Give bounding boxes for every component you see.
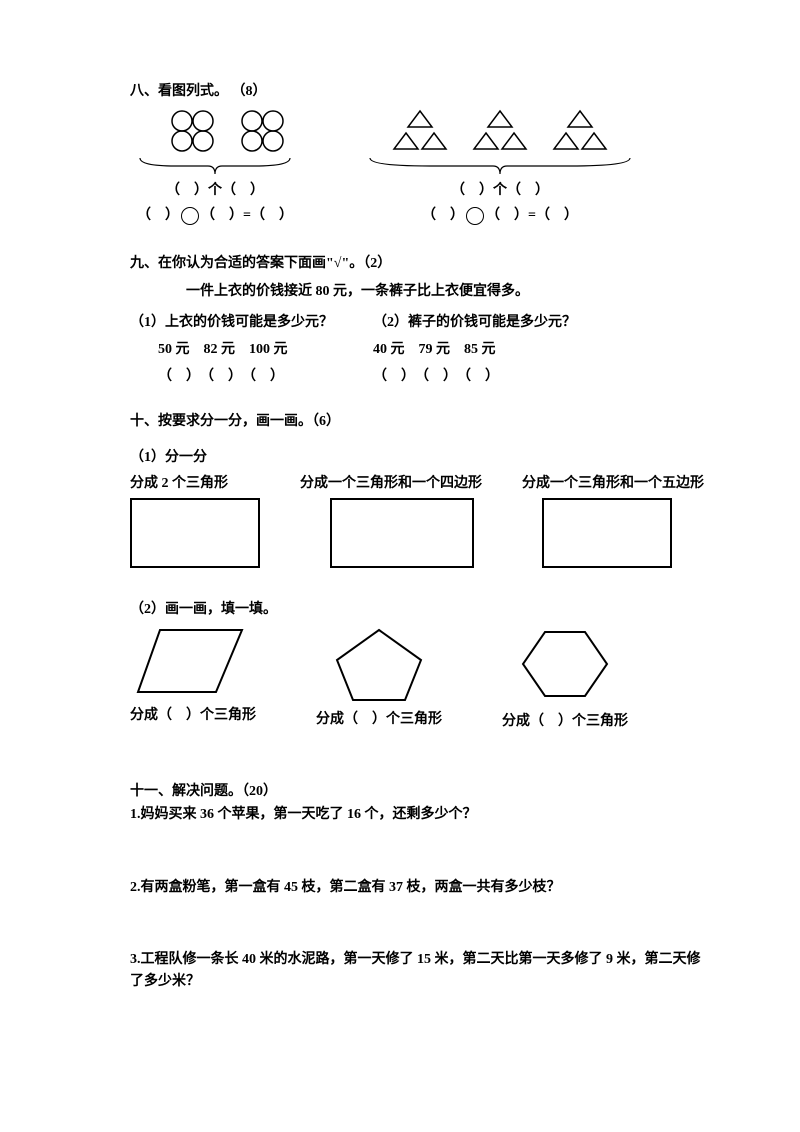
q8-right-blanks: （ ）个（ ） （ ） （ ）=（ ） [422, 178, 578, 228]
q10-shape1: 分成（ ）个三角形 [130, 624, 256, 724]
q9-right-q: （2）裤子的价钱可能是多少元？ [373, 310, 576, 337]
q10-col3: 分成一个三角形和一个五边形 [522, 472, 704, 568]
q8-left-line2b: （ ）=（ ） [201, 208, 293, 223]
parallelogram-icon [130, 624, 250, 700]
q9-left: （1）上衣的价钱可能是多少元？ 50 元 82 元 100 元 （ ） （ ） … [130, 310, 333, 390]
section-11: 十一、解决问题。（20） 1.妈妈买来 36 个苹果，第一天吃了 16 个，还剩… [130, 780, 710, 994]
section-10: 十、按要求分一分，画一画。（6） （1）分一分 分成 2 个三角形 分成一个三角… [130, 410, 710, 730]
rect-1 [130, 498, 260, 568]
q10-col2: 分成一个三角形和一个四边形 [300, 472, 482, 568]
q9-statement: 一件上衣的价钱接近 80 元，一条裤子比上衣便宜得多。 [186, 280, 710, 300]
triangle-group-3 [550, 109, 610, 153]
q10-shape3: 分成（ ）个三角形 [502, 624, 628, 730]
q11-p3: 3.工程队修一条长 40 米的水泥路，第一天修了 15 米，第二天比第一天多修了… [130, 949, 710, 994]
q8-left-shapes [169, 108, 289, 154]
q8-left-line2a: （ ） [137, 208, 179, 223]
q8-left: （ ）个（ ） （ ） （ ）=（ ） [130, 108, 300, 228]
q10-title: 十、按要求分一分，画一画。（6） [130, 410, 710, 430]
q8-left-line1: （ ）个（ ） [137, 178, 293, 203]
q8-right: （ ）个（ ） （ ） （ ）=（ ） [360, 108, 640, 228]
q10-col1-label: 分成 2 个三角形 [130, 472, 260, 492]
q9-right: （2）裤子的价钱可能是多少元？ 40 元 79 元 85 元 （ ） （ ） （… [373, 310, 576, 390]
op-circle-icon [466, 207, 484, 225]
q9-left-q: （1）上衣的价钱可能是多少元？ [130, 310, 333, 337]
rect-3 [542, 498, 672, 568]
q9-right-blanks: （ ） （ ） （ ） [373, 364, 576, 391]
q10-col1: 分成 2 个三角形 [130, 472, 260, 568]
op-circle-icon [181, 207, 199, 225]
q8-title: 八、看图列式。 （8） [130, 80, 710, 100]
q10-part2-row: 分成（ ）个三角形 分成（ ）个三角形 分成（ ）个三角形 [130, 624, 710, 730]
q11-p2: 2.有两盒粉笔，第一盒有 45 枝，第二盒有 37 枝，两盒一共有多少枝？ [130, 877, 710, 899]
q10-ans2: 分成（ ）个三角形 [316, 708, 442, 728]
q10-col2-label: 分成一个三角形和一个四边形 [300, 472, 482, 492]
brace-left [130, 154, 300, 178]
section-8: 八、看图列式。 （8） [130, 80, 710, 228]
q10-part1-row: 分成 2 个三角形 分成一个三角形和一个四边形 分成一个三角形和一个五边形 [130, 472, 710, 568]
q9-left-opts: 50 元 82 元 100 元 [158, 337, 333, 364]
triangle-group-1 [390, 109, 450, 153]
circle-group-1 [169, 109, 219, 153]
triangle-group-2 [470, 109, 530, 153]
q9-left-blanks: （ ） （ ） （ ） [158, 364, 333, 391]
q10-col3-label: 分成一个三角形和一个五边形 [522, 472, 704, 492]
hexagon-icon [517, 624, 613, 706]
q8-left-blanks: （ ）个（ ） （ ） （ ）=（ ） [137, 178, 293, 228]
q8-right-line2b: （ ）=（ ） [486, 208, 578, 223]
q10-ans1: 分成（ ）个三角形 [130, 704, 256, 724]
q8-right-line1: （ ）个（ ） [422, 178, 578, 203]
rect-2 [330, 498, 474, 568]
section-9: 九、在你认为合适的答案下面画"√"。（2） 一件上衣的价钱接近 80 元，一条裤… [130, 252, 710, 390]
q11-title: 十一、解决问题。（20） [130, 780, 710, 800]
brace-right [360, 154, 640, 178]
q8-right-shapes [390, 108, 610, 154]
q9-title: 九、在你认为合适的答案下面画"√"。（2） [130, 252, 710, 272]
q10-part1-label: （1）分一分 [130, 446, 710, 466]
circle-group-2 [239, 109, 289, 153]
q9-right-opts: 40 元 79 元 85 元 [373, 337, 576, 364]
q10-ans3: 分成（ ）个三角形 [502, 710, 628, 730]
pentagon-icon [329, 624, 429, 704]
q11-p1: 1.妈妈买来 36 个苹果，第一天吃了 16 个，还剩多少个？ [130, 804, 710, 826]
q10-shape2: 分成（ ）个三角形 [316, 624, 442, 728]
q8-right-line2a: （ ） [422, 208, 464, 223]
q10-part2-label: （2）画一画，填一填。 [130, 598, 710, 618]
